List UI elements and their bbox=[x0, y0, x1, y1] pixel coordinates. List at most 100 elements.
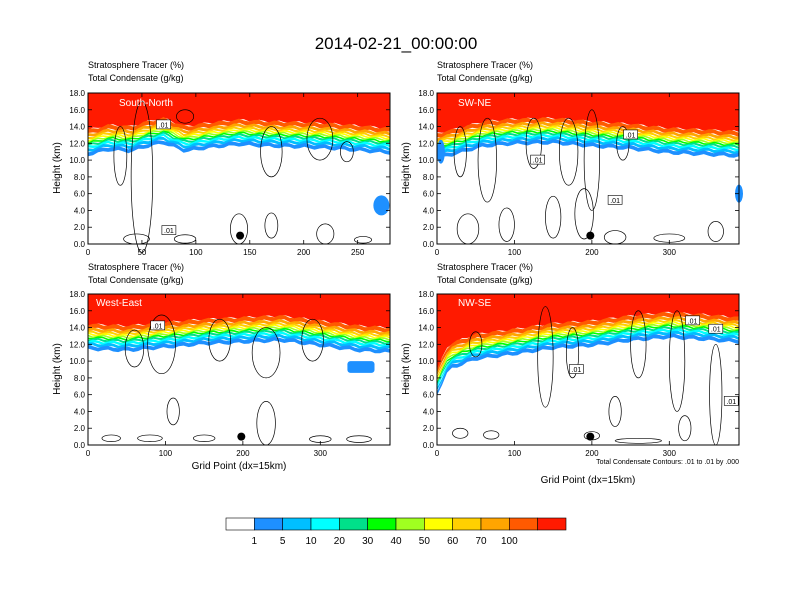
tracer-patch bbox=[373, 195, 390, 216]
contour-label-box bbox=[607, 195, 623, 205]
contour-label: .01 bbox=[164, 228, 174, 235]
y-tick-label: 10.0 bbox=[69, 357, 85, 366]
plot-area: .01 0.0 2.0 4.0 6.0 8.0 10.0 12.0 14.0 16.0 18.0 0 1… bbox=[69, 290, 391, 458]
x-tick-label: 200 bbox=[297, 248, 311, 257]
tracer-band bbox=[437, 117, 739, 138]
tracer-band bbox=[437, 311, 739, 373]
plot-frame bbox=[87, 293, 391, 446]
x-tick-label: 300 bbox=[663, 248, 677, 257]
location-dot bbox=[586, 432, 595, 441]
panel-label: West-East bbox=[96, 298, 142, 309]
colorbar-swatch bbox=[452, 517, 482, 531]
y-tick-label: 18.0 bbox=[418, 89, 434, 98]
tracer-band bbox=[437, 133, 739, 153]
contour-label-box bbox=[723, 396, 739, 406]
y-tick-label: 16.0 bbox=[69, 106, 85, 115]
y-tick-label: 2.0 bbox=[423, 424, 435, 433]
condensate-contour bbox=[113, 126, 128, 186]
contour-label: .01 bbox=[533, 158, 543, 165]
x-tick-label: 100 bbox=[508, 449, 522, 458]
y-tick-label: 16.0 bbox=[418, 106, 434, 115]
contour-footnote: Total Condensate Contours: .01 to .01 by… bbox=[596, 459, 739, 466]
panel-label: NW-SE bbox=[458, 298, 491, 309]
condensate-contour bbox=[346, 435, 372, 443]
contour-label-box bbox=[708, 323, 724, 334]
contour-label-box bbox=[150, 320, 165, 331]
colorbar-swatch bbox=[310, 517, 340, 531]
colorbar-label: 1 bbox=[252, 536, 258, 547]
panel-subtitle-tracer: Stratosphere Tracer (%) bbox=[88, 262, 184, 272]
condensate-contour bbox=[130, 101, 154, 253]
condensate-contour bbox=[101, 434, 121, 442]
x-tick-label: 0 bbox=[86, 449, 91, 458]
plot-area: .01 .01 0.0 2.0 4.0 6.0 8.0 10.0 12.0 14.0 16.0 18.… bbox=[69, 89, 391, 257]
contour-label: .01 bbox=[626, 132, 636, 139]
condensate-contour bbox=[525, 117, 542, 169]
y-tick-label: 14.0 bbox=[69, 123, 85, 132]
contour-label-box bbox=[623, 129, 638, 140]
plot-frame bbox=[436, 92, 740, 245]
colorbar-label: 30 bbox=[362, 536, 374, 547]
condensate-contour bbox=[558, 117, 579, 186]
panel-subtitle-tracer: Stratosphere Tracer (%) bbox=[88, 60, 184, 70]
y-tick-label: 4.0 bbox=[423, 206, 435, 215]
condensate-contour bbox=[583, 109, 600, 211]
condensate-contour bbox=[260, 126, 283, 178]
x-tick-label: 0 bbox=[435, 248, 440, 257]
condensate-contour bbox=[668, 310, 686, 412]
plot-frame bbox=[87, 92, 391, 245]
colorbar-label: 40 bbox=[390, 536, 402, 547]
panel-west-east: Stratosphere Tracer (%) Total Condensate… bbox=[52, 262, 391, 472]
location-dot bbox=[237, 432, 246, 441]
condensate-contour bbox=[574, 188, 594, 240]
contour-label-box bbox=[156, 119, 171, 130]
plot-area: .01 .01 .01 0.0 2.0 4.0 6.0 8.0 10.0 12.0 14.0 16.0… bbox=[418, 89, 743, 257]
y-tick-label: 4.0 bbox=[74, 407, 86, 416]
tracer-band bbox=[437, 121, 739, 142]
contour-label-box bbox=[569, 364, 584, 374]
condensate-contour bbox=[537, 306, 554, 408]
condensate-contour bbox=[192, 434, 216, 442]
contour-label: .01 bbox=[572, 367, 582, 374]
y-tick-label: 0.0 bbox=[423, 441, 435, 450]
y-tick-label: 16.0 bbox=[69, 307, 85, 316]
condensate-contour bbox=[354, 236, 373, 244]
colorbar-label: 70 bbox=[475, 536, 487, 547]
y-tick-label: 18.0 bbox=[69, 290, 85, 299]
panel-south-north: Stratosphere Tracer (%) Total Condensate… bbox=[52, 60, 391, 257]
contour-label: .01 bbox=[688, 318, 698, 325]
y-tick-label: 14.0 bbox=[418, 123, 434, 132]
condensate-contour bbox=[306, 117, 334, 161]
y-axis-label: Height (km) bbox=[401, 142, 412, 194]
condensate-contour bbox=[208, 318, 231, 362]
panel-subtitle-condensate: Total Condensate (g/kg) bbox=[88, 73, 184, 83]
y-tick-label: 6.0 bbox=[74, 391, 86, 400]
tracer-band bbox=[88, 327, 390, 343]
tracer-band bbox=[88, 131, 390, 146]
condensate-contour bbox=[176, 109, 195, 124]
tracer-band bbox=[437, 333, 739, 396]
y-tick-label: 2.0 bbox=[74, 223, 86, 232]
y-tick-label: 12.0 bbox=[69, 340, 85, 349]
x-tick-label: 200 bbox=[585, 449, 599, 458]
tracer-band bbox=[88, 326, 390, 342]
y-tick-label: 12.0 bbox=[418, 340, 434, 349]
tracer-band bbox=[88, 93, 390, 130]
contour-label: .01 bbox=[711, 327, 721, 334]
condensate-contour bbox=[498, 207, 515, 242]
colorbar-swatch bbox=[339, 517, 368, 531]
x-tick-label: 150 bbox=[243, 248, 257, 257]
y-tick-label: 10.0 bbox=[69, 156, 85, 165]
x-tick-label: 300 bbox=[663, 449, 677, 458]
tracer-band bbox=[88, 125, 390, 140]
condensate-contour bbox=[301, 318, 324, 362]
y-tick-label: 12.0 bbox=[69, 139, 85, 148]
figure-title: 2014-02-21_00:00:00 bbox=[315, 34, 478, 53]
y-tick-label: 14.0 bbox=[69, 324, 85, 333]
condensate-contour bbox=[166, 397, 180, 426]
condensate-contour bbox=[616, 126, 630, 161]
x-tick-label: 0 bbox=[435, 449, 440, 458]
colorbar-swatch bbox=[424, 517, 453, 531]
condensate-contour bbox=[453, 126, 467, 178]
